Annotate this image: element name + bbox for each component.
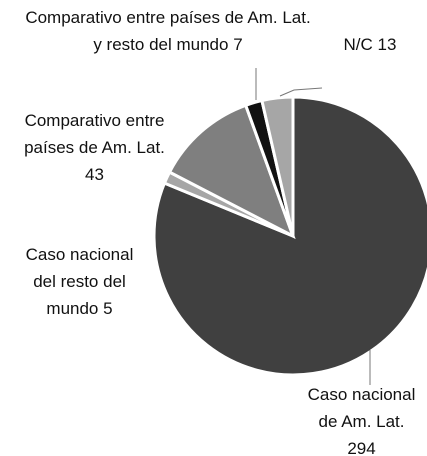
slice-label: Caso nacional de Am. Lat. 294: [299, 381, 424, 456]
pie-slice: [167, 103, 296, 240]
category-name: N/C: [343, 35, 373, 54]
value-label: 5: [103, 299, 113, 318]
value-label: 7: [233, 35, 243, 54]
slice-label: N/C 13: [330, 31, 410, 58]
value-label: 294: [347, 439, 376, 456]
category-name: Comparativo entre países de Am. Lat. y r…: [25, 8, 311, 54]
value-label: 43: [85, 165, 104, 184]
leader-lines: [255, 68, 371, 385]
value-label: 13: [377, 35, 397, 54]
category-name: Comparativo entre países de Am. Lat.: [24, 111, 165, 157]
slices: [152, 95, 427, 377]
category-name: Caso nacional de Am. Lat.: [307, 385, 416, 431]
slice-label: Comparativo entre países de Am. Lat. 43: [7, 107, 182, 188]
leader-line: [279, 87, 323, 97]
slice-label: Comparativo entre países de Am. Lat. y r…: [23, 4, 313, 58]
category-name: Caso nacional del resto del mundo: [25, 245, 134, 318]
slice-label: Caso nacional del resto del mundo 5: [17, 241, 142, 322]
pie-slice: [260, 95, 295, 237]
